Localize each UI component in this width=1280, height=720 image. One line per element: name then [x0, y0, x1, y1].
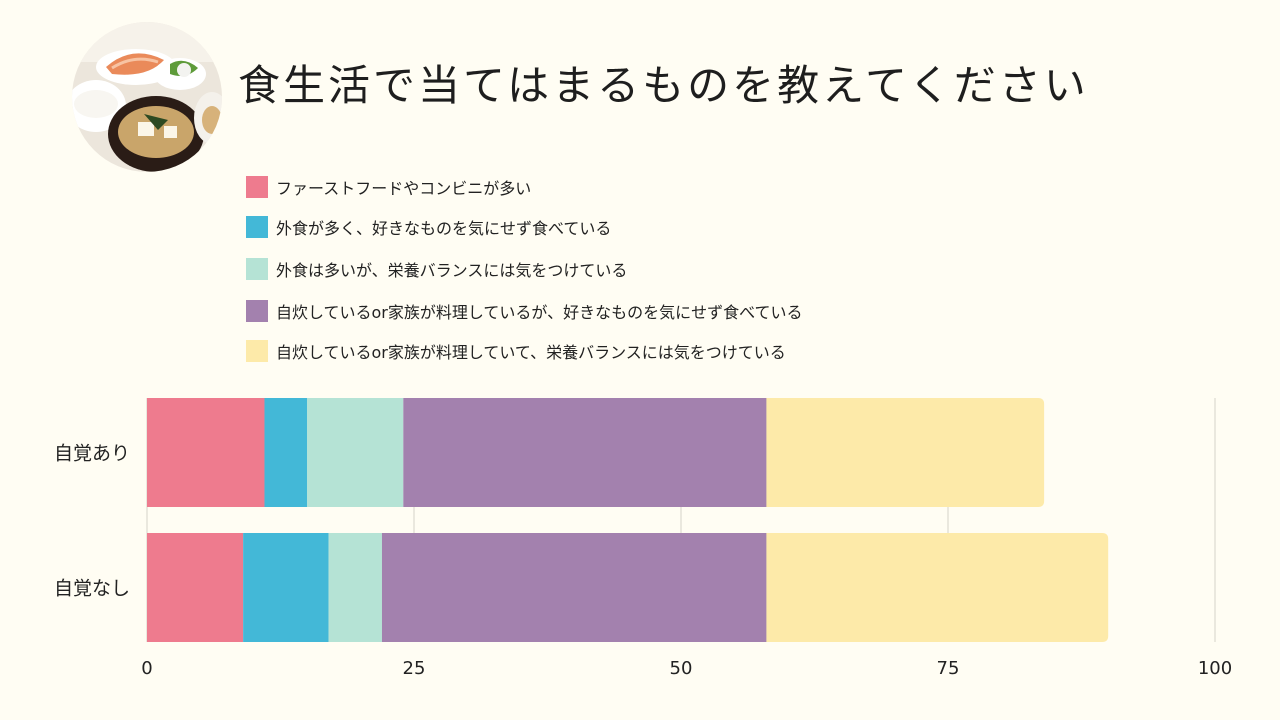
bar-segment: [766, 398, 1045, 507]
legend-item-home-cooking-balanced: 自炊しているor家族が料理していて、栄養バランスには気をつけている: [246, 338, 786, 364]
legend-label: 自炊しているor家族が料理しているが、好きなものを気にせず食べている: [276, 303, 803, 322]
legend-item-eating-out-balanced: 外食は多いが、栄養バランスには気をつけている: [246, 256, 627, 282]
legend-label: 外食が多く、好きなものを気にせず食べている: [276, 219, 612, 238]
bar-segment: [147, 533, 244, 642]
legend-label: 自炊しているor家族が料理していて、栄養バランスには気をつけている: [276, 343, 786, 362]
bar-segment: [307, 398, 404, 507]
page-title: 食生活で当てはまるものを教えてください: [238, 61, 1089, 110]
x-tick-label: 0: [141, 658, 152, 679]
legend-item-home-cooking: 自炊しているor家族が料理しているが、好きなものを気にせず食べている: [246, 298, 802, 324]
legend-item-fastfood: ファーストフードやコンビニが多い: [246, 174, 531, 200]
legend-swatch: [246, 216, 268, 238]
bar-segment: [381, 533, 767, 642]
x-tick-label: 100: [1198, 658, 1232, 679]
legend-item-eating-out: 外食が多く、好きなものを気にせず食べている: [246, 214, 611, 240]
legend-swatch: [246, 176, 268, 198]
legend-label: 外食は多いが、栄養バランスには気をつけている: [276, 261, 628, 280]
x-tick-label: 50: [670, 658, 693, 679]
bar-segment: [403, 398, 767, 507]
bar-segment: [328, 533, 382, 642]
bar-segment: [243, 533, 329, 642]
category-label: 自覚なし: [54, 578, 130, 600]
legend-swatch: [246, 258, 268, 280]
legend-label: ファーストフードやコンビニが多い: [276, 179, 532, 198]
legend-swatch: [246, 300, 268, 322]
bars: [147, 398, 1109, 642]
bar-segment: [766, 533, 1109, 642]
legend-swatch: [246, 340, 268, 362]
bar-segment: [147, 398, 265, 507]
x-tick-label: 25: [403, 658, 426, 679]
bar-segment: [264, 398, 308, 507]
category-label: 自覚あり: [54, 443, 130, 465]
x-tick-label: 75: [937, 658, 960, 679]
